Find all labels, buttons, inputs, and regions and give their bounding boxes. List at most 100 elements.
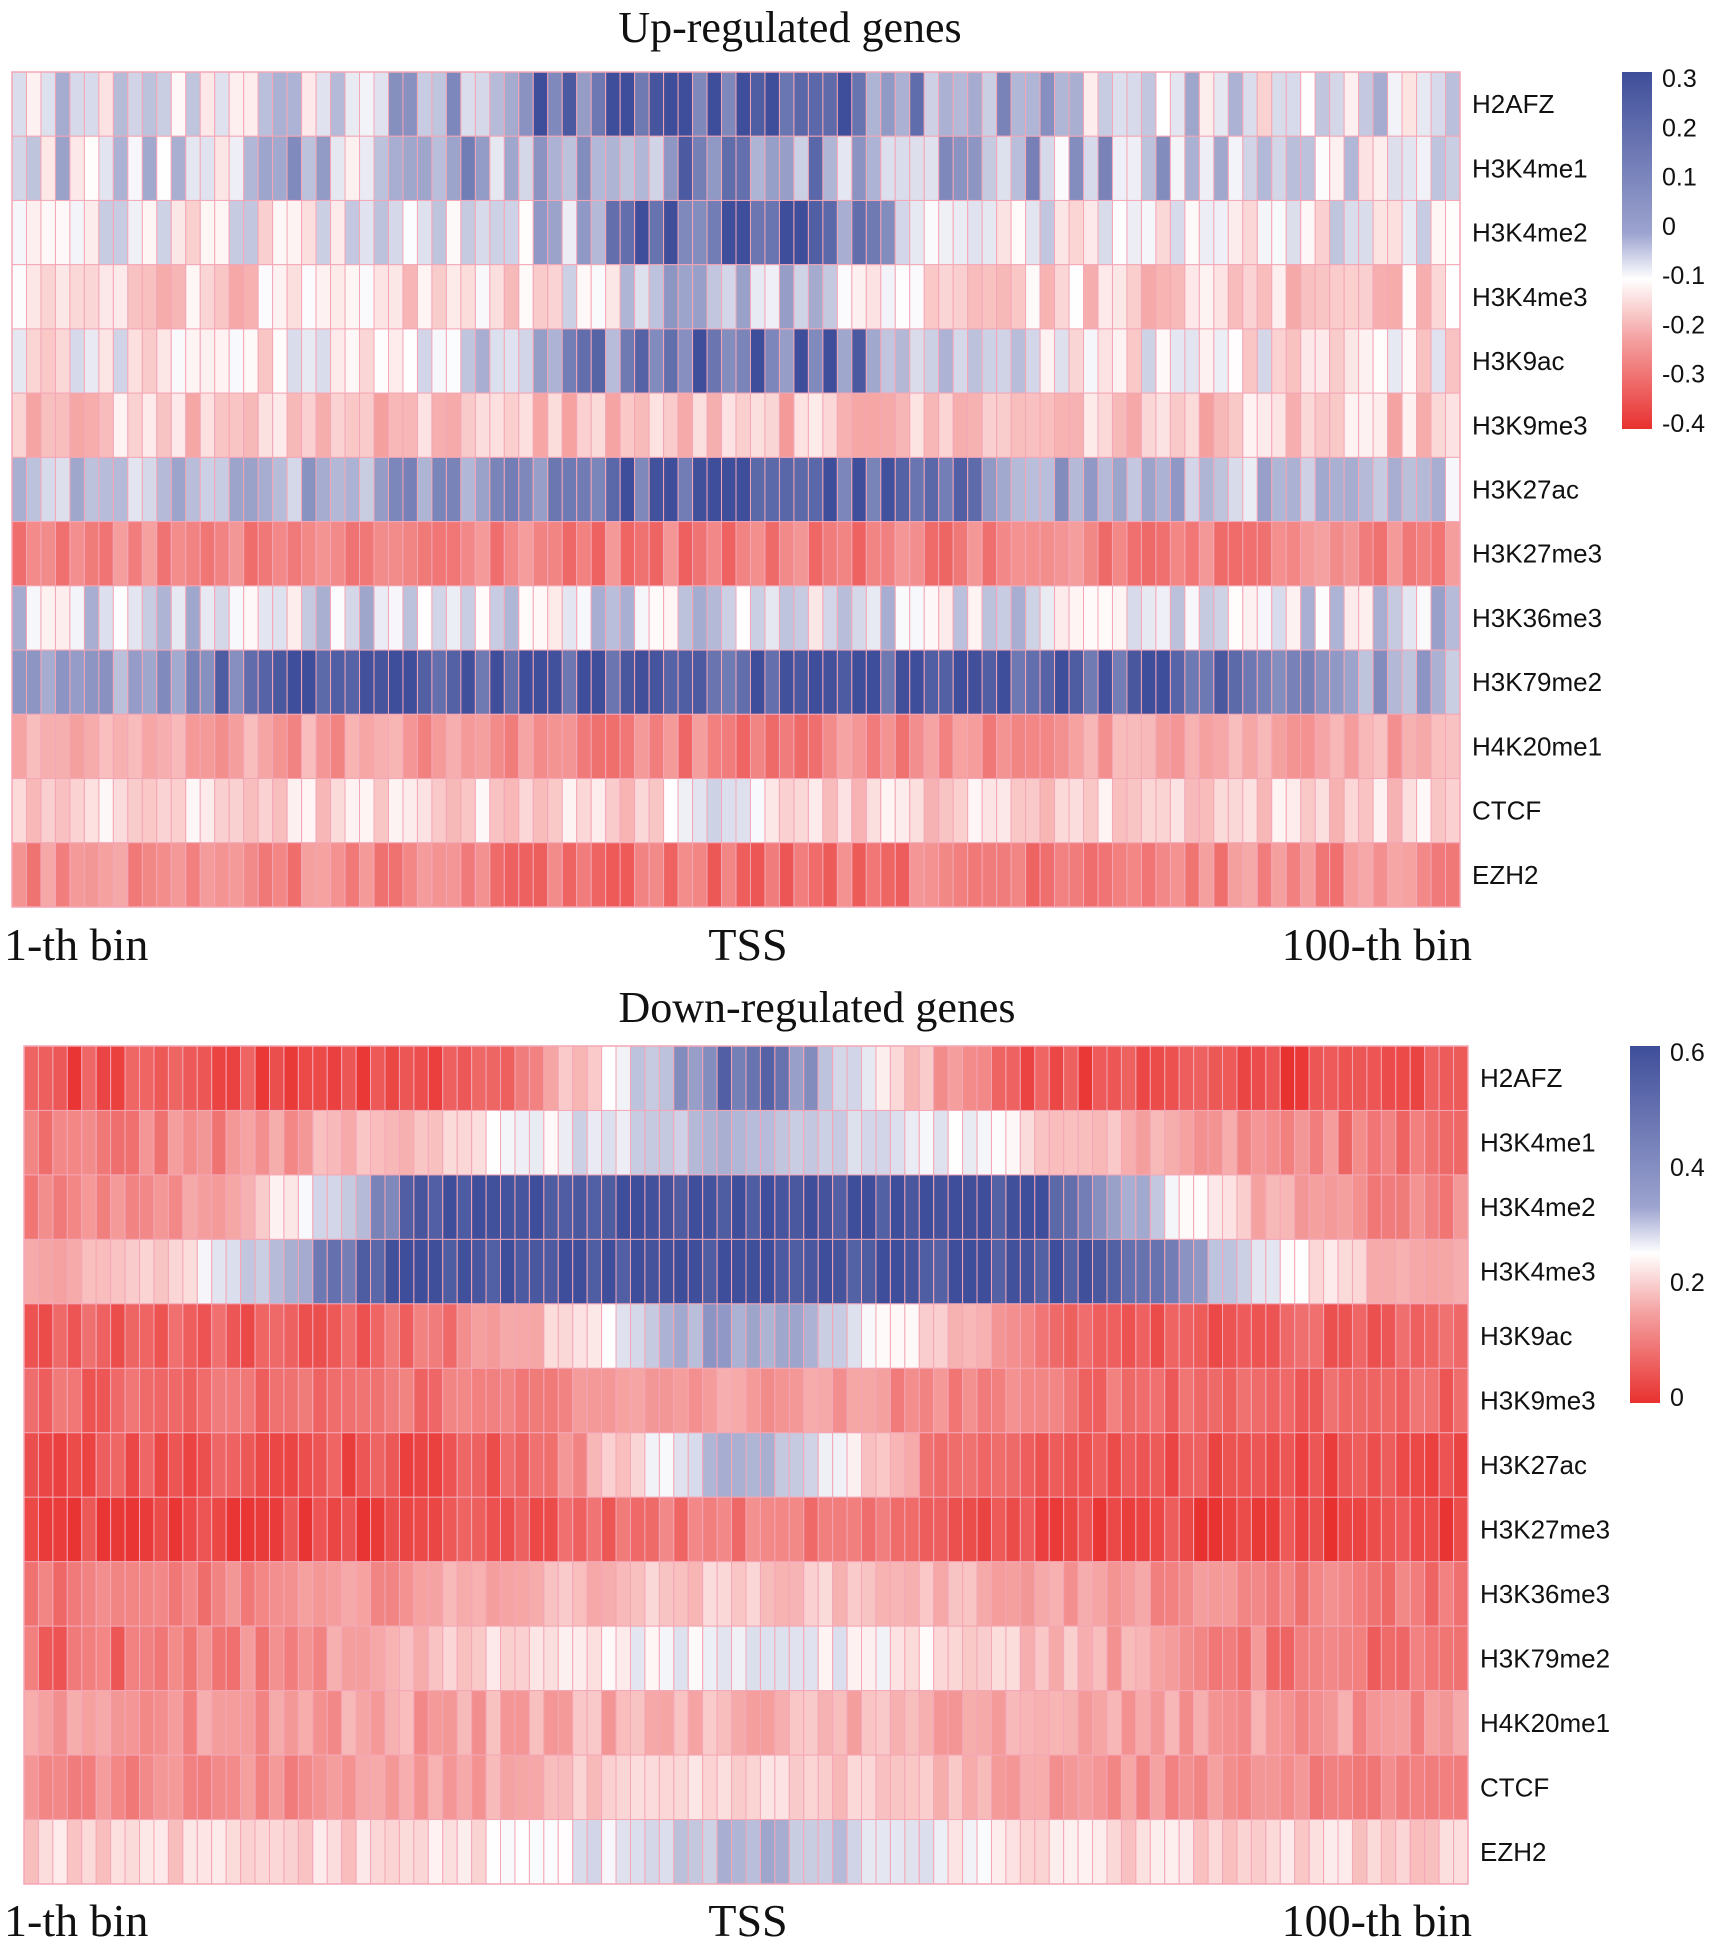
heatmap-cell [952, 778, 969, 844]
heatmap-cell [54, 456, 71, 523]
heatmap-cell [153, 1496, 169, 1563]
heatmap-cell [976, 1754, 992, 1821]
heatmap-cell [427, 1690, 444, 1756]
heatmap-cell [1323, 1238, 1339, 1305]
heatmap-cell [832, 1561, 848, 1627]
heatmap-cell [836, 392, 853, 458]
heatmap-cell [947, 1303, 964, 1369]
heatmap-cell [1106, 1303, 1122, 1369]
heatmap-cell [25, 585, 42, 651]
heatmap-cell [1256, 842, 1273, 908]
heatmap-cell [532, 135, 549, 201]
heatmap-cell [1222, 1819, 1238, 1885]
heatmap-cell [442, 1109, 458, 1176]
heatmap-cell [355, 1174, 372, 1240]
heatmap-cell [629, 1690, 646, 1756]
heatmap-cell [66, 1303, 83, 1369]
heatmap-cell [474, 649, 491, 715]
heatmap-cell [1193, 1303, 1209, 1369]
heatmap-cell [619, 71, 636, 137]
heatmap-cell [745, 1109, 761, 1176]
heatmap-cell [1135, 1496, 1151, 1563]
heatmap-cell [702, 1432, 718, 1498]
heatmap-cell [312, 1625, 328, 1692]
heatmap-cell [605, 585, 621, 651]
heatmap-cell [1054, 778, 1070, 844]
heatmap-cell [1106, 1496, 1122, 1563]
heatmap-cell [1227, 199, 1244, 266]
heatmap-cell [1120, 1819, 1137, 1885]
heatmap-cell [1308, 1367, 1325, 1434]
heatmap-cell [95, 1496, 112, 1563]
heatmap-cell [1329, 649, 1345, 715]
heatmap-cell [576, 135, 592, 201]
heatmap-cell [110, 1819, 126, 1885]
heatmap-cell [272, 842, 288, 908]
heatmap-cell [663, 842, 679, 908]
heatmap-cell [196, 1109, 213, 1176]
heatmap-cell [1395, 1238, 1411, 1305]
colorbar-tick-label: -0.1 [1662, 262, 1705, 290]
heatmap-cell [413, 1174, 429, 1240]
heatmap-cell [721, 264, 737, 330]
heatmap-cell [500, 1496, 516, 1563]
heatmap-cell [1372, 649, 1389, 715]
heatmap-cell [692, 135, 708, 201]
heatmap-cell [514, 1045, 530, 1111]
heatmap-cell [673, 1625, 689, 1692]
heatmap-cell [297, 1625, 314, 1692]
heatmap-cell [110, 1303, 126, 1369]
heatmap-cell [1395, 1432, 1411, 1498]
heatmap-cell [402, 842, 418, 908]
heatmap-cell [211, 1819, 227, 1885]
heatmap-cell [283, 1625, 299, 1692]
heatmap-cell [1409, 1432, 1426, 1498]
heatmap-cell [938, 456, 954, 523]
heatmap-cell [817, 1561, 834, 1627]
heatmap-cell [923, 456, 940, 523]
heatmap-cell [167, 1109, 184, 1176]
heatmap-cell [170, 392, 187, 458]
heatmap-cell [749, 649, 766, 715]
heatmap-cell [1271, 199, 1287, 266]
heatmap-cell [153, 1625, 169, 1692]
heatmap-cell [355, 1109, 372, 1176]
heatmap-cell [601, 1754, 617, 1821]
heatmap-cell [37, 1754, 54, 1821]
heatmap-cell [297, 1174, 314, 1240]
row-label-h3k4me1: H3K4me1 [1472, 153, 1588, 183]
heatmap-cell [413, 1690, 429, 1756]
heatmap-cell [1005, 1045, 1021, 1111]
heatmap-cell [1329, 392, 1345, 458]
heatmap-cell [817, 1432, 834, 1498]
heatmap-cell [283, 1561, 299, 1627]
heatmap-cell [1242, 649, 1258, 715]
heatmap-cell [1366, 1432, 1382, 1498]
heatmap-cell [25, 328, 42, 394]
heatmap-cell [1198, 713, 1215, 780]
heatmap-cell [98, 585, 114, 651]
heatmap-cell [673, 1496, 689, 1563]
heatmap-cell [1010, 392, 1027, 458]
heatmap-cell [851, 456, 867, 523]
heatmap-cell [1106, 1367, 1122, 1434]
heatmap-cell [139, 1045, 155, 1111]
heatmap-cell [1395, 1367, 1411, 1434]
heatmap-cell [938, 521, 954, 587]
heatmap-cell [865, 713, 882, 780]
heatmap-cell [370, 1174, 386, 1240]
heatmap-cell [706, 778, 723, 844]
heatmap-cell [1372, 585, 1389, 651]
heatmap-cell [1149, 1432, 1166, 1498]
heatmap-cell [687, 1367, 704, 1434]
heatmap-cell [95, 1690, 112, 1756]
heatmap-cell [23, 1432, 39, 1498]
heatmap-cell [947, 1690, 964, 1756]
heatmap-cell [503, 778, 520, 844]
heatmap-cell [254, 1561, 270, 1627]
heatmap-cell [514, 1432, 530, 1498]
heatmap-cell [359, 456, 375, 523]
heatmap-cell [373, 199, 389, 266]
heatmap-cell [199, 842, 216, 908]
heatmap-cell [677, 778, 694, 844]
